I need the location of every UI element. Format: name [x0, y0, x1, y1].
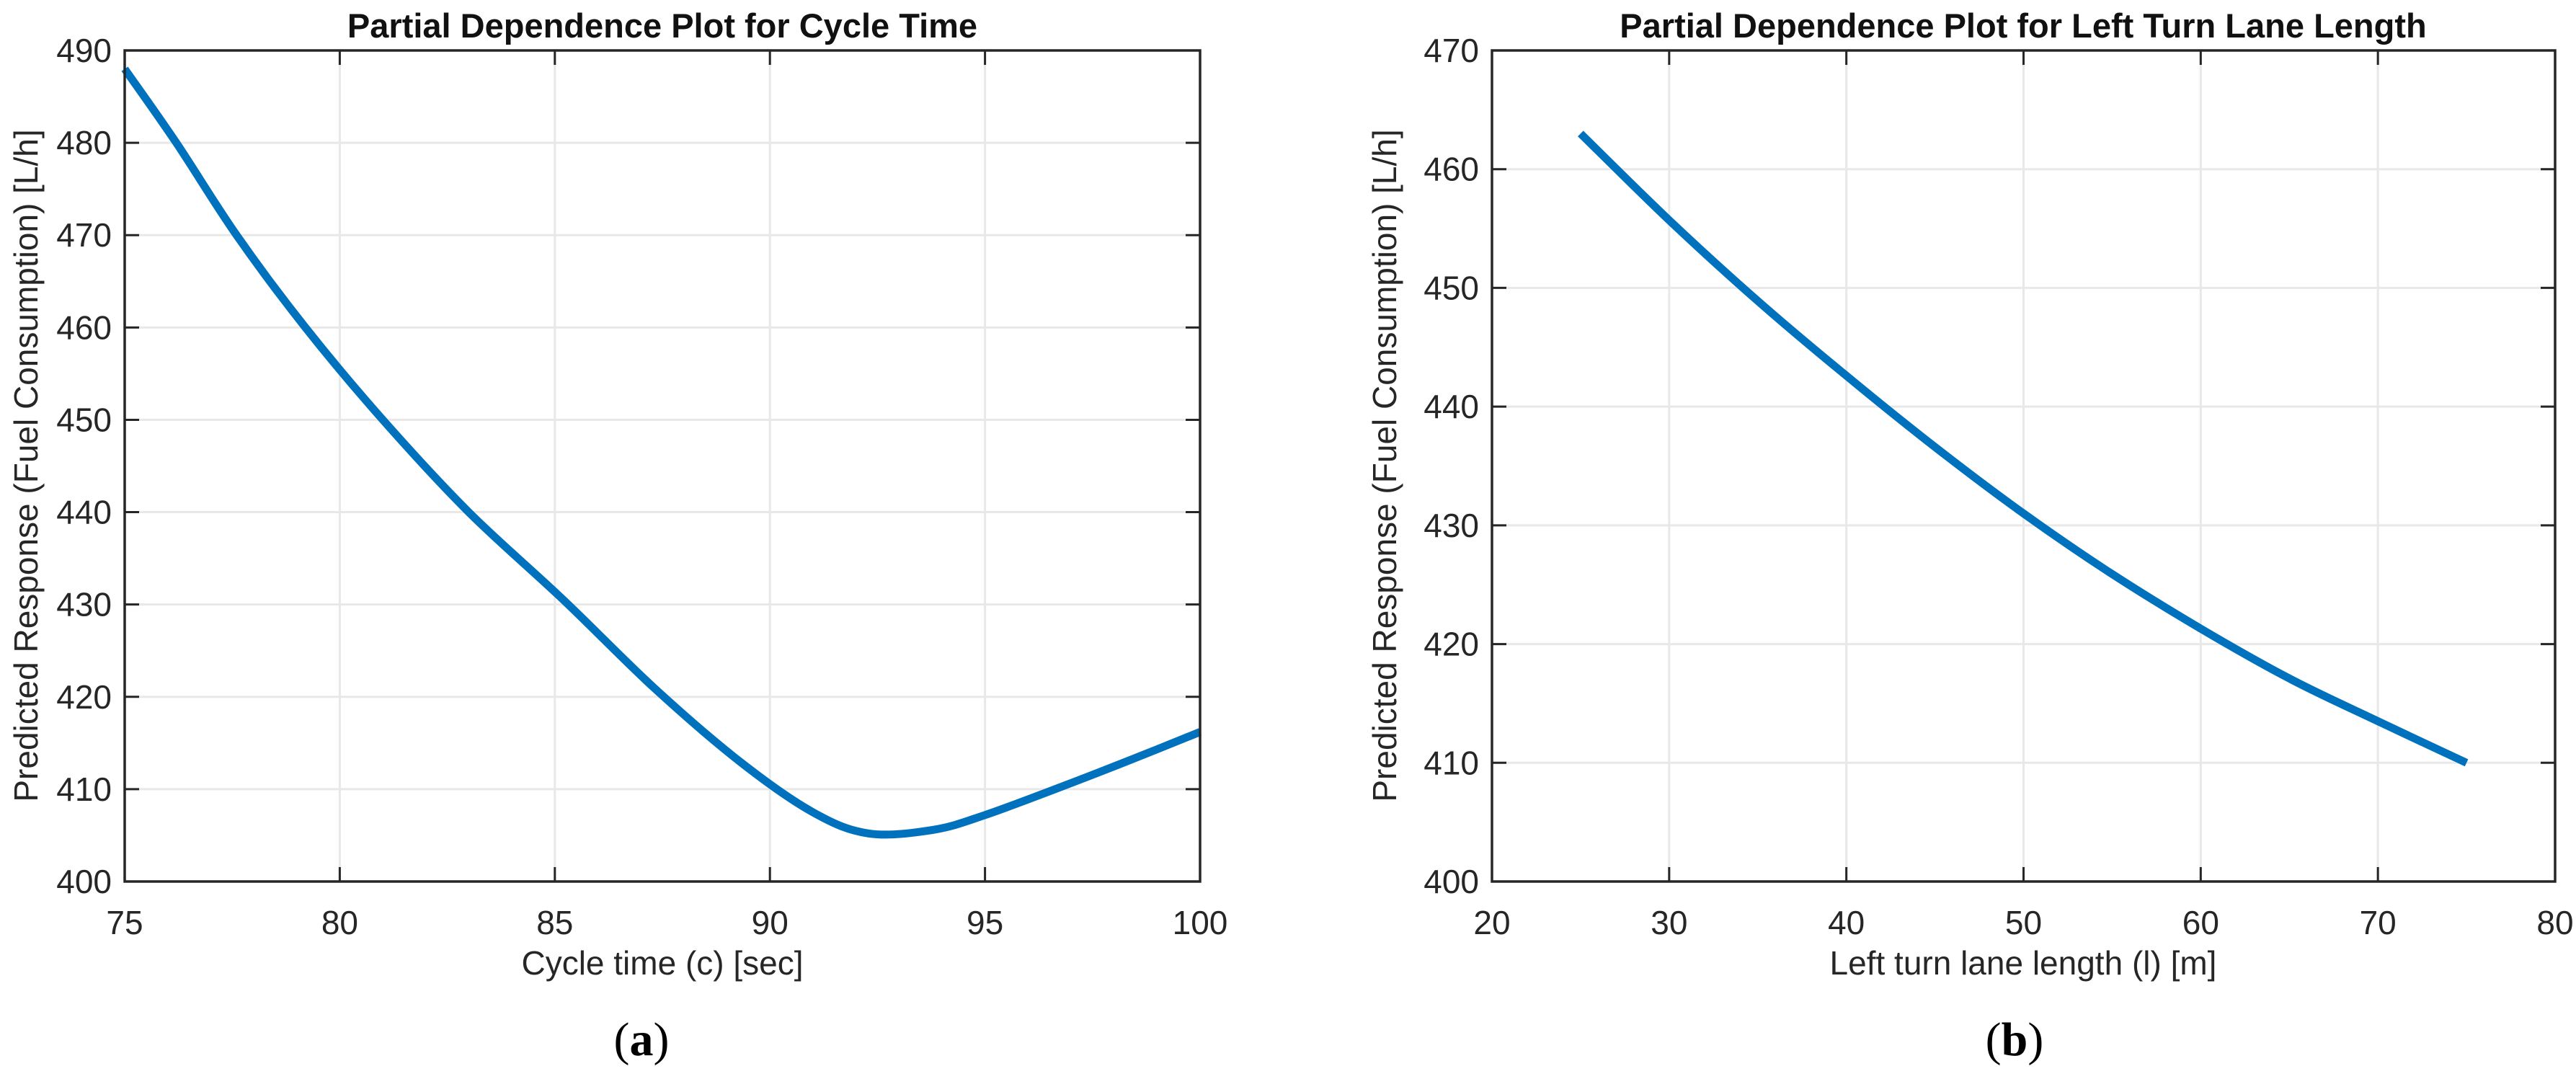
y-axis-label: Predicted Response (Fuel Consumption) [L…: [7, 129, 45, 802]
x-axis-label: Cycle time (c) [sec]: [521, 944, 803, 982]
y-tick-label: 410: [56, 771, 112, 808]
y-tick-label: 400: [56, 863, 112, 900]
y-tick-labels: 400 410 420 430 440 450 460 470: [1424, 32, 1479, 900]
y-tick-label: 420: [56, 678, 112, 716]
x-tick-label: 90: [752, 904, 789, 941]
subfigure-a-panel: 75 80 85 90 95 100 400 410 420 430 440 450 460 470 48…: [7, 6, 1227, 1066]
y-tick-label: 480: [56, 124, 112, 161]
x-axis-label: Left turn lane length (l) [m]: [1830, 944, 2217, 982]
chart-a-canvas: 75 80 85 90 95 100 400 410 420 430 440 450 460 470 48…: [7, 6, 1227, 1066]
x-tick-label: 95: [967, 904, 1003, 941]
x-tick-label: 80: [321, 904, 358, 941]
y-tick-label: 490: [56, 32, 112, 69]
x-tick-label: 75: [106, 904, 143, 941]
chart-title: Partial Dependence Plot for Cycle Time: [347, 6, 977, 45]
y-tick-label: 410: [1424, 744, 1479, 781]
pdp-curve-cycle-time: [121, 66, 1202, 839]
subfigure-label-b: (b): [1986, 1013, 2044, 1066]
chart-b-canvas: 20 30 40 50 60 70 80 400410420430440450460470 …: [1366, 6, 2574, 1066]
x-tick-label: 50: [2005, 904, 2042, 941]
x-tick-label: 40: [1828, 904, 1865, 941]
x-tick-labels: 75 80 85 90 95 100: [106, 904, 1227, 941]
x-tick-label: 60: [2182, 904, 2219, 941]
gridlines: [1492, 50, 2555, 882]
y-tick-labels: 400 410 420 430 440 450 460 470 480 490: [56, 32, 112, 900]
x-tick-label: 70: [2360, 904, 2397, 941]
chart-title: Partial Dependence Plot for Left Turn La…: [1620, 6, 2426, 45]
x-tick-label: 30: [1651, 904, 1687, 941]
pdp-curve-left-turn-lane-length: [1578, 130, 2469, 767]
tick-marks: [123, 49, 1202, 883]
x-tick-label: 85: [536, 904, 573, 941]
plot-box: [123, 49, 1202, 883]
y-tick-label: 460: [1424, 151, 1479, 188]
y-tick-label: 470: [56, 216, 112, 254]
y-tick-label: 430: [56, 586, 112, 623]
y-tick-label: 440: [1424, 388, 1479, 425]
tick-marks: [1491, 49, 2557, 883]
y-tick-label: 440: [56, 494, 112, 531]
x-tick-labels: 20 30 40 50 60 70 80: [1473, 904, 2573, 941]
y-tick-label: 460: [56, 308, 112, 346]
x-tick-label: 80: [2536, 904, 2573, 941]
y-tick-label: 450: [1424, 269, 1479, 306]
subfigure-b-panel: 20 30 40 50 60 70 80 400 410 420 430 440 450 460 470 …: [1288, 0, 2576, 1079]
y-tick-label: 430: [1424, 507, 1479, 544]
subfigure-label-a: (a): [614, 1013, 670, 1066]
y-tick-label: 470: [1424, 32, 1479, 69]
gridlines: [125, 50, 1200, 882]
y-tick-label: 400: [1424, 863, 1479, 900]
x-tick-label: 100: [1173, 904, 1228, 941]
y-axis-label: Predicted Response (Fuel Consumption) [L…: [1366, 129, 1403, 802]
y-tick-label: 450: [56, 401, 112, 438]
y-tick-label: 420: [1424, 626, 1479, 663]
x-tick-label: 20: [1473, 904, 1510, 941]
